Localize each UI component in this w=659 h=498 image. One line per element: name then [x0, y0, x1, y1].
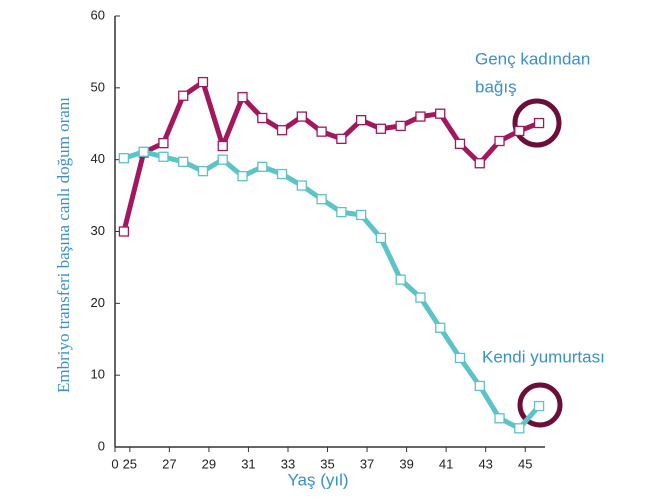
data-point — [494, 413, 505, 424]
x-tick-label: 35 — [320, 456, 334, 471]
x-tick-label: 25 — [123, 456, 137, 471]
data-point — [296, 111, 307, 122]
data-point — [435, 108, 446, 119]
y-tick-label: 40 — [91, 151, 105, 166]
x-tick-label: 0 — [111, 456, 118, 471]
data-point — [178, 90, 189, 101]
x-tick-label: 33 — [281, 456, 295, 471]
annotation: Kendi yumurtası — [482, 347, 605, 366]
y-tick-label: 60 — [91, 7, 105, 22]
y-tick-label: 10 — [91, 367, 105, 382]
data-point — [395, 274, 406, 285]
data-point — [474, 380, 485, 392]
data-point — [316, 194, 327, 205]
data-point — [158, 151, 169, 162]
y-tick-label: 20 — [91, 295, 105, 310]
data-point — [454, 138, 466, 150]
data-point — [257, 161, 268, 173]
data-point — [138, 146, 149, 157]
y-tick-label: 0 — [98, 438, 105, 453]
data-point — [435, 322, 446, 333]
x-axis-label: Yaş (yıl) — [287, 470, 348, 489]
data-point — [276, 168, 288, 180]
y-tick-label: 50 — [91, 79, 105, 94]
data-point — [276, 125, 288, 136]
data-point — [415, 111, 426, 122]
data-point — [514, 125, 525, 137]
data-point — [118, 153, 130, 164]
highlight-circle — [517, 382, 563, 428]
data-point — [415, 292, 426, 303]
x-tick-label: 45 — [518, 456, 532, 471]
data-point — [494, 135, 505, 147]
x-tick-label: 43 — [478, 456, 492, 471]
data-point — [296, 180, 307, 191]
data-point — [217, 154, 228, 165]
data-point — [355, 209, 367, 221]
data-point — [118, 226, 130, 237]
x-tick-label: 39 — [399, 456, 413, 471]
x-tick-label: 41 — [439, 456, 453, 471]
data-point — [355, 115, 367, 126]
data-point — [237, 92, 248, 103]
data-point — [454, 352, 466, 364]
series-line — [121, 79, 540, 233]
series-line — [123, 149, 541, 431]
x-tick-label: 31 — [241, 456, 255, 471]
x-tick-label: 37 — [360, 456, 374, 471]
data-point — [533, 117, 545, 129]
y-axis-label: Embriyo transferi başına canlı doğum ora… — [54, 97, 73, 393]
data-point — [395, 120, 406, 132]
data-point — [257, 112, 268, 124]
data-point — [336, 206, 347, 218]
data-point — [533, 400, 545, 412]
annotation: bağış — [475, 77, 517, 96]
annotation: Genç kadından — [475, 49, 590, 68]
data-point — [197, 166, 209, 177]
data-point — [178, 156, 189, 167]
x-tick-label: 27 — [162, 456, 176, 471]
data-point — [474, 158, 485, 169]
highlight-circle — [512, 98, 562, 148]
data-point — [375, 232, 387, 244]
data-point — [514, 423, 525, 434]
data-point — [316, 126, 327, 137]
data-point — [336, 133, 347, 144]
y-tick-label: 30 — [91, 223, 105, 238]
data-point — [217, 140, 228, 152]
data-point — [197, 76, 209, 88]
data-point — [375, 123, 387, 134]
data-point — [237, 171, 248, 182]
x-tick-label: 29 — [202, 456, 216, 471]
data-point — [158, 137, 169, 149]
